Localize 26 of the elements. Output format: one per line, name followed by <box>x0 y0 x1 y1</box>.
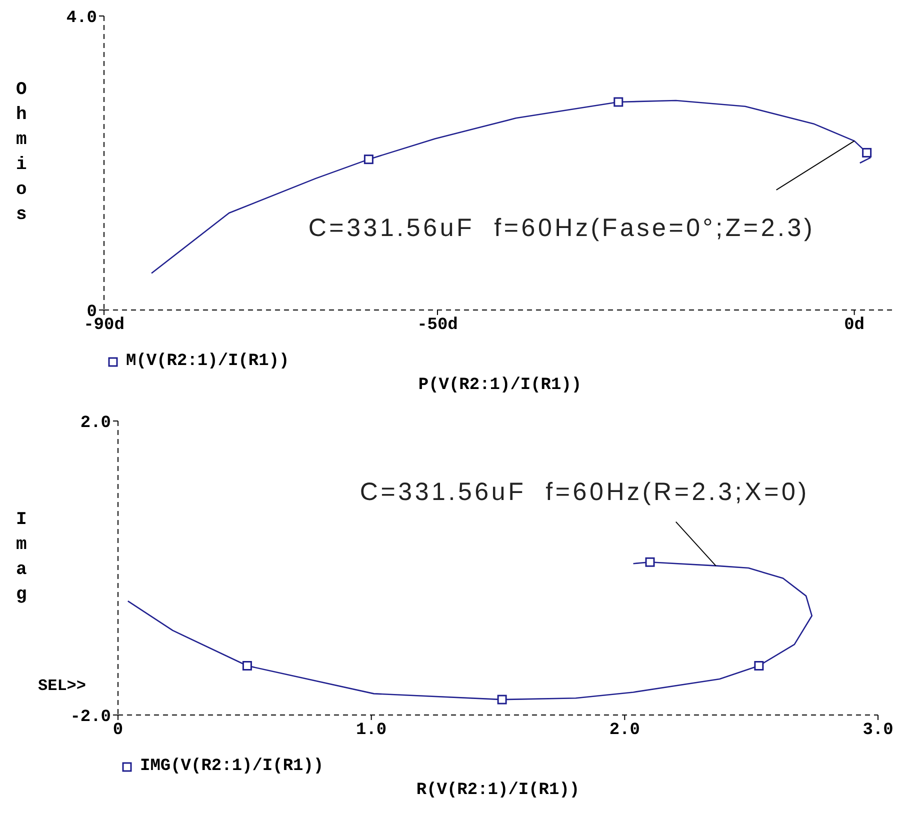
x-tick-label: 0 <box>112 721 124 740</box>
x-tick-label: -90d <box>84 316 124 336</box>
point <box>242 661 252 671</box>
point <box>614 97 624 107</box>
x-tick-label: 1.0 <box>356 721 387 740</box>
annotation: C=331.56uF f=60Hz(Fase=0°;Z=2.3) <box>308 214 816 242</box>
point <box>645 557 655 567</box>
y-axis-title: Ohmios <box>16 79 27 227</box>
point <box>754 661 764 671</box>
x-axis-title: R(V(R2:1)/I(R1)) <box>415 781 581 800</box>
legend-label: IMG(V(R2:1)/I(R1)) <box>140 757 324 776</box>
y-tick-label: -2.0 <box>70 708 111 728</box>
x-axis-title: P(V(R2:1)/I(R1)) <box>417 376 583 395</box>
point <box>862 148 872 158</box>
annotation: C=331.56uF f=60Hz(R=2.3;X=0) <box>360 478 810 506</box>
y-tick-label: 4.0 <box>66 9 97 28</box>
point <box>364 154 374 164</box>
x-tick-label: -50d <box>417 316 458 336</box>
text: SEL>> <box>38 677 86 695</box>
y-axis-title: Imag <box>16 509 27 607</box>
y-tick-label: 2.0 <box>80 414 111 434</box>
x-tick-label: 2.0 <box>609 721 640 740</box>
legend-label: M(V(R2:1)/I(R1)) <box>126 352 290 371</box>
x-tick-label: 0d <box>844 316 865 336</box>
x-tick-label: 3.0 <box>862 721 894 740</box>
point <box>497 694 507 704</box>
